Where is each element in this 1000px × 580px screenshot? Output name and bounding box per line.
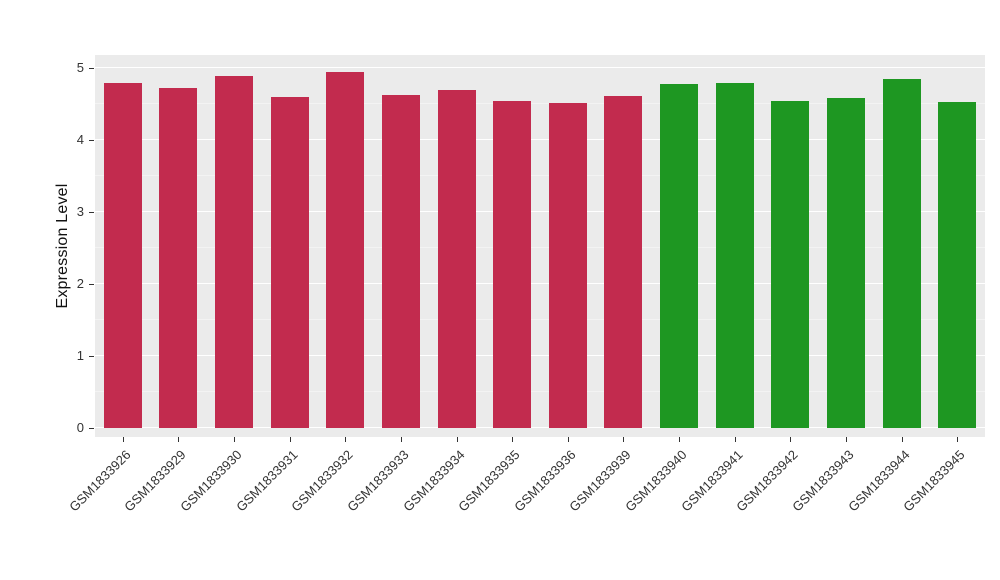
x-tick-mark — [122, 437, 124, 442]
x-tick-mark — [567, 437, 569, 442]
minor-gridline — [95, 319, 985, 320]
x-tick-label: GSM1833942 — [733, 447, 801, 515]
major-gridline — [95, 211, 985, 212]
x-tick-label: GSM1833945 — [900, 447, 968, 515]
x-tick-label: GSM1833935 — [455, 447, 523, 515]
bar-GSM1833939 — [604, 96, 643, 428]
bar-GSM1833935 — [493, 101, 532, 428]
x-tick-mark — [734, 437, 736, 442]
major-gridline — [95, 139, 985, 140]
bar-GSM1833936 — [548, 103, 587, 428]
major-gridline — [95, 283, 985, 284]
x-tick-mark — [289, 437, 291, 442]
bar-GSM1833945 — [938, 101, 977, 428]
x-tick-mark — [623, 437, 625, 442]
x-tick-mark — [901, 437, 903, 442]
minor-gridline — [95, 247, 985, 248]
bar-GSM1833942 — [771, 101, 810, 428]
x-tick-mark — [345, 437, 347, 442]
bar-GSM1833943 — [826, 98, 865, 428]
y-tick-mark — [89, 68, 94, 69]
bar-GSM1833930 — [215, 75, 254, 428]
y-tick-label: 1 — [76, 348, 84, 363]
y-tick-label: 0 — [76, 420, 84, 435]
minor-gridline — [95, 391, 985, 392]
y-tick-label: 3 — [76, 204, 84, 219]
x-tick-label: GSM1833943 — [789, 447, 857, 515]
x-tick-label: GSM1833934 — [399, 447, 468, 515]
bar-GSM1833929 — [159, 88, 198, 428]
y-tick-mark — [89, 140, 94, 141]
bar-GSM1833932 — [326, 72, 365, 428]
major-gridline — [95, 355, 985, 356]
x-tick-label: GSM1833940 — [622, 447, 690, 515]
x-tick-label: GSM1833930 — [177, 447, 245, 515]
x-tick-mark — [845, 437, 847, 442]
minor-gridline — [95, 103, 985, 104]
y-tick-label: 4 — [76, 132, 84, 147]
y-tick-mark — [89, 284, 94, 285]
y-tick-mark — [89, 356, 94, 357]
bar-GSM1833941 — [715, 83, 754, 428]
x-tick-mark — [679, 437, 681, 442]
x-tick-mark — [790, 437, 792, 442]
y-tick-label: 2 — [76, 276, 84, 291]
x-tick-mark — [512, 437, 514, 442]
bar-GSM1833940 — [660, 83, 699, 428]
bar-GSM1833933 — [381, 94, 420, 428]
x-tick-mark — [234, 437, 236, 442]
x-tick-mark — [178, 437, 180, 442]
x-tick-label: GSM1833936 — [511, 447, 579, 515]
bar-GSM1833926 — [103, 83, 142, 428]
x-tick-label: GSM1833929 — [121, 447, 190, 515]
x-tick-mark — [456, 437, 458, 442]
plot-panel — [95, 55, 985, 437]
x-tick-mark — [957, 437, 959, 442]
x-tick-label: GSM1833926 — [66, 447, 134, 515]
bar-GSM1833944 — [882, 78, 921, 428]
y-tick-mark — [89, 428, 94, 429]
major-gridline — [95, 67, 985, 68]
bar-GSM1833931 — [270, 96, 309, 428]
major-gridline — [95, 427, 985, 428]
x-tick-mark — [400, 437, 402, 442]
x-tick-label: GSM1833932 — [288, 447, 356, 515]
x-tick-label: GSM1833939 — [566, 447, 635, 515]
bar-GSM1833934 — [437, 90, 476, 428]
x-tick-label: GSM1833931 — [232, 447, 301, 515]
y-axis-title: Expression Level — [54, 183, 71, 309]
minor-gridline — [95, 175, 985, 176]
x-tick-label: GSM1833944 — [844, 447, 913, 515]
x-tick-label: GSM1833941 — [677, 447, 746, 515]
y-tick-label: 5 — [76, 60, 84, 75]
x-tick-label: GSM1833933 — [344, 447, 412, 515]
y-tick-mark — [89, 212, 94, 213]
